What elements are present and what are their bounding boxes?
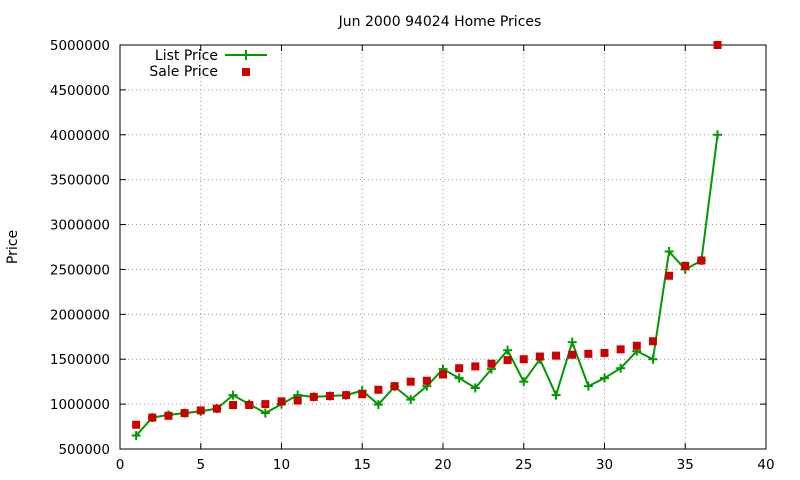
data-point-sale-price [309,392,318,401]
x-tick-label: 15 [354,457,371,473]
chart-title: Jun 2000 94024 Home Prices [338,14,542,30]
data-point-sale-price [503,356,512,365]
y-tick-label: 3500000 [50,173,110,189]
data-point-sale-price [568,350,577,359]
series-layer [131,41,723,441]
data-point-sale-price [600,348,609,357]
data-point-sale-price [439,370,447,379]
data-point-list-price [648,354,658,364]
y-tick-label: 5000000 [50,38,110,54]
data-point-sale-price [358,390,367,399]
data-point-sale-price [342,391,351,400]
data-point-list-price [583,381,593,391]
data-point-sale-price [164,411,173,420]
data-point-sale-price [519,355,528,364]
x-axis: 0 5 10 15 20 25 30 35 40 [116,45,775,473]
data-point-list-price [131,431,141,441]
x-tick-label: 30 [596,457,613,473]
data-point-list-price [519,377,529,387]
data-point-sale-price [632,341,641,350]
data-point-sale-price [455,364,464,373]
legend-marker-sale-price [242,68,250,76]
data-point-list-price [406,395,416,405]
data-point-sale-price [132,420,141,429]
data-point-sale-price [406,377,415,386]
y-tick-label: 3000000 [50,218,110,234]
data-point-sale-price [697,256,706,265]
data-point-sale-price [648,337,657,346]
y-axis: 500000 1000000 1500000 2000000 2500000 300000… [50,38,766,458]
series-list-price [131,130,723,441]
x-tick-label: 0 [116,457,125,473]
x-tick-label: 25 [515,457,532,473]
data-point-sale-price [374,385,383,394]
series-sale-price [132,41,722,429]
y-axis-label: Price [5,230,21,264]
data-point-sale-price [277,397,286,406]
data-point-sale-price [681,261,690,270]
data-point-list-price [454,373,464,383]
data-point-sale-price [616,345,625,354]
data-point-sale-price [487,359,496,368]
data-point-list-price [228,390,238,400]
data-point-sale-price [212,404,221,413]
y-tick-label: 500000 [58,442,110,458]
data-point-list-price [551,390,561,400]
x-tick-label: 5 [196,457,205,473]
legend: List Price Sale Price [149,48,267,80]
y-tick-label: 2500000 [50,262,110,278]
data-point-sale-price [471,362,480,371]
data-point-sale-price [261,400,270,409]
y-tick-label: 2000000 [50,307,110,323]
y-tick-label: 4000000 [50,128,110,144]
data-point-sale-price [293,396,302,405]
data-point-list-price [503,345,513,355]
data-point-sale-price [180,409,189,418]
data-point-sale-price [422,376,431,385]
data-point-list-price [600,373,609,383]
data-point-list-price [373,400,383,410]
data-point-list-price [664,246,674,256]
data-point-list-price [567,337,577,347]
data-point-list-price [616,363,626,373]
data-point-sale-price [245,401,254,410]
data-point-sale-price [196,406,205,415]
data-point-list-price [260,408,270,418]
x-tick-label: 40 [757,457,774,473]
data-point-sale-price [148,413,157,422]
data-point-sale-price [665,271,674,280]
legend-label-sale-price: Sale Price [149,64,218,80]
data-point-sale-price [552,351,561,360]
y-tick-label: 4500000 [50,83,110,99]
y-tick-label: 1500000 [50,352,110,368]
x-tick-label: 35 [677,457,694,473]
data-point-sale-price [713,41,722,49]
data-point-sale-price [325,392,334,401]
x-tick-label: 10 [273,457,290,473]
y-tick-label: 1000000 [50,397,110,413]
data-point-list-price [470,383,480,393]
data-point-sale-price [535,352,544,361]
data-point-list-price [713,130,723,140]
legend-label-list-price: List Price [155,48,218,64]
data-point-sale-price [229,401,238,410]
legend-marker-list-price [241,50,251,60]
x-tick-label: 20 [434,457,451,473]
data-point-sale-price [390,382,399,391]
data-point-sale-price [584,349,593,358]
